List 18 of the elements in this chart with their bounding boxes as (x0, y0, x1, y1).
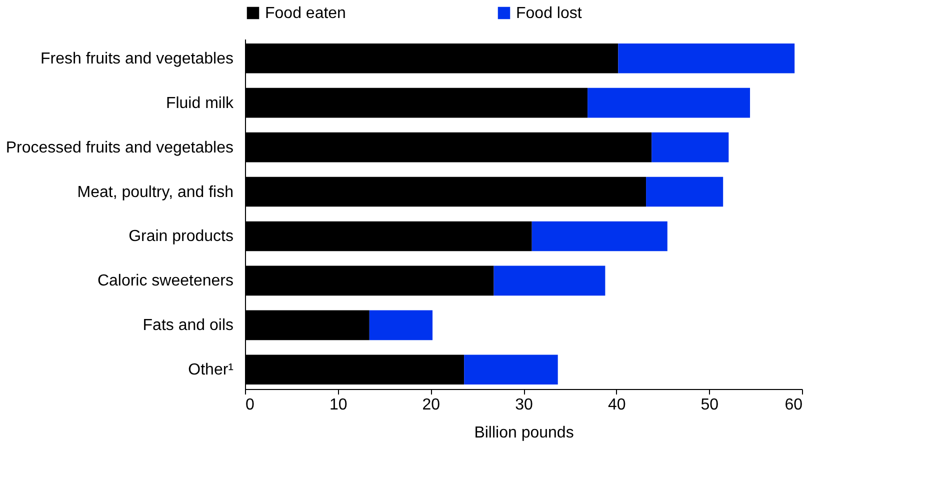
y-tick-label: Fats and oils (142, 317, 234, 334)
x-tick-label: 10 (329, 396, 348, 414)
y-tick-label: Grain products (128, 228, 234, 246)
y-tick-label: Fluid milk (166, 94, 234, 112)
x-tick-label: 30 (515, 396, 533, 414)
x-tick-label: 40 (608, 396, 626, 414)
legend-label: Food eaten (265, 5, 346, 22)
x-axis-title: Billion pounds (474, 424, 574, 442)
x-tick-label: 20 (422, 396, 440, 414)
y-tick-label: Other¹ (188, 362, 234, 379)
x-tick-label: 0 (246, 396, 254, 414)
y-tick-label: Caloric sweeteners (97, 272, 234, 290)
y-tick-label: Fresh fruits and vegetables (40, 50, 234, 68)
y-tick-label: Meat, poultry, and fish (77, 184, 234, 201)
y-tick-label: Processed fruits and vegetables (6, 139, 234, 156)
x-tick-label: 60 (784, 396, 803, 414)
x-tick-label: 50 (700, 396, 719, 414)
legend-label: Food lost (516, 5, 582, 22)
